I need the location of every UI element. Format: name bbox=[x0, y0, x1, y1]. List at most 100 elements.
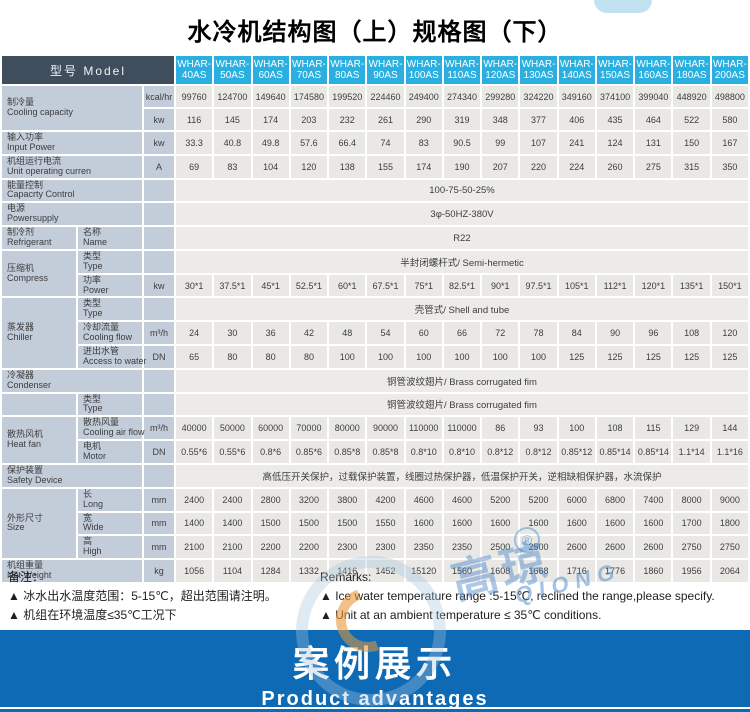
model-header: WHAR- 80AS bbox=[329, 56, 366, 84]
cell-value: 224460 bbox=[367, 86, 404, 107]
remarks-cn-item: ▲ 冰水出水温度范围：5-15℃，超出范围请注明。 bbox=[8, 589, 277, 604]
cell-value: 65 bbox=[176, 346, 213, 368]
cell-value: 399040 bbox=[635, 86, 672, 107]
cell-value: 54 bbox=[367, 322, 404, 345]
cell-value: 7400 bbox=[635, 488, 672, 511]
cell-value: 120*1 bbox=[635, 274, 672, 297]
cell-value: 48 bbox=[329, 322, 366, 345]
table-row: 进出水管 Access to water DN 65 80 80 80 100 100 100 10… bbox=[2, 346, 748, 368]
cell-value: 2350 bbox=[443, 536, 481, 559]
remarks-section: 备注： ▲ 冰水出水温度范围：5-15℃，超出范围请注明。 ▲ 机组在环境温度≤… bbox=[0, 568, 750, 628]
cell-value: 2350 bbox=[405, 536, 442, 559]
banner-underline bbox=[0, 707, 750, 709]
row-category: 冷凝器 Condenser bbox=[2, 369, 142, 392]
table-row: 外形尺寸 Size 长 Long mm 2400 2400 2800 3200 3800 4200 4… bbox=[2, 488, 748, 559]
table-row: 类型 Type 铜管波纹翅片/ Brass corrugated fim bbox=[2, 393, 748, 416]
cell-value: 155 bbox=[367, 155, 404, 178]
cell-value: 82.5*1 bbox=[443, 274, 481, 297]
cell-value: 2600 bbox=[596, 536, 634, 559]
cell-value: 1500 bbox=[290, 512, 328, 535]
cell-value: 241 bbox=[558, 132, 595, 154]
cell-value: 145 bbox=[214, 109, 251, 130]
row-category: 电源 Powersupply bbox=[2, 203, 142, 226]
cell-value: 464 bbox=[635, 109, 672, 130]
row-category: 压缩机 Compress bbox=[2, 250, 76, 297]
cell-value: 50000 bbox=[214, 417, 251, 440]
row-unit: mm bbox=[144, 512, 175, 535]
model-header: WHAR- 40AS bbox=[176, 56, 213, 84]
row-unit bbox=[144, 203, 175, 226]
cell-value: 30*1 bbox=[176, 274, 213, 297]
model-header: WHAR- 110AS bbox=[443, 56, 481, 84]
cell-value: 1500 bbox=[252, 512, 289, 535]
row-unit bbox=[144, 393, 175, 416]
cell-value: 72 bbox=[482, 322, 519, 345]
cell-value: 522 bbox=[673, 109, 710, 130]
cell-value: 67.5*1 bbox=[367, 274, 404, 297]
cell-value: 150*1 bbox=[711, 274, 748, 297]
cell-value: 0.8*12 bbox=[520, 441, 557, 463]
cell-value: 125 bbox=[635, 346, 672, 368]
cell-value: 2200 bbox=[252, 536, 289, 559]
cell-value: 60000 bbox=[252, 417, 289, 440]
cell-value: 174 bbox=[405, 155, 442, 178]
merged-value: R22 bbox=[176, 227, 748, 249]
table-row: 机组运行电流 Unit operating curren A 69 83 104 120 13… bbox=[2, 155, 748, 178]
cell-value: 8000 bbox=[673, 488, 710, 511]
cell-value: 377 bbox=[520, 109, 557, 130]
cell-value: 83 bbox=[405, 132, 442, 154]
row-unit: kw bbox=[144, 132, 175, 154]
cell-value: 107 bbox=[520, 132, 557, 154]
cell-value: 1332 bbox=[290, 560, 328, 582]
cell-value: 99 bbox=[482, 132, 519, 154]
cell-value: 4600 bbox=[443, 488, 481, 511]
remarks-en-item: ▲ Ice water temperature range :5-15℃, re… bbox=[320, 589, 715, 604]
banner-heading: 案例展示 bbox=[292, 643, 457, 684]
row-subcategory: 功率 Power bbox=[78, 274, 142, 297]
cell-value: 90 bbox=[596, 322, 634, 345]
merged-value: 壳管式/ Shell and tube bbox=[176, 298, 748, 321]
cell-value: 120 bbox=[711, 322, 748, 345]
row-unit: m³/h bbox=[144, 322, 175, 345]
table-row: 输入功率 Input Power kw 33.3 40.8 49.8 57.6 66.4 74 8… bbox=[2, 132, 748, 154]
cell-value: 2100 bbox=[176, 536, 213, 559]
cell-value: 435 bbox=[596, 109, 634, 130]
cell-value: 1400 bbox=[176, 512, 213, 535]
cell-value: 110000 bbox=[443, 417, 481, 440]
table-row: 保护装置 Safety Device 高低压开关保护，过载保护装置，线圈过热保护器，… bbox=[2, 464, 748, 487]
cell-value: 1500 bbox=[329, 512, 366, 535]
cell-value: 6800 bbox=[596, 488, 634, 511]
cell-value: 69 bbox=[176, 155, 213, 178]
model-header: WHAR- 90AS bbox=[367, 56, 404, 84]
cell-value: 203 bbox=[290, 109, 328, 130]
cell-value: 80 bbox=[214, 346, 251, 368]
cell-value: 0.85*8 bbox=[329, 441, 366, 463]
remarks-en-item: ▲ Unit at an ambient temperature ≤ 35℃ c… bbox=[320, 608, 602, 623]
cell-value: 129 bbox=[673, 417, 710, 440]
page-title: 水冷机结构图（上）规格图（下） bbox=[187, 19, 563, 46]
cell-value: 2500 bbox=[482, 536, 519, 559]
cell-value: 290 bbox=[405, 109, 442, 130]
cell-value: 1800 bbox=[711, 512, 748, 535]
cell-value: 49.8 bbox=[252, 132, 289, 154]
cell-value: 2500 bbox=[520, 536, 557, 559]
row-unit bbox=[144, 298, 175, 321]
cell-value: 1550 bbox=[367, 512, 404, 535]
model-header: WHAR- 140AS bbox=[558, 56, 595, 84]
row-unit bbox=[144, 250, 175, 273]
row-subcategory: 宽 Wide bbox=[78, 512, 142, 535]
cell-value: 80000 bbox=[329, 417, 366, 440]
cell-value: 4200 bbox=[367, 488, 404, 511]
cell-value: 2100 bbox=[214, 536, 251, 559]
banner-subheading: Product advantages bbox=[261, 688, 489, 710]
cell-value: 1600 bbox=[596, 512, 634, 535]
cell-value: 2300 bbox=[367, 536, 404, 559]
remarks-en-title: Remarks: bbox=[320, 570, 372, 584]
cell-value: 24 bbox=[176, 322, 213, 345]
row-subcategory: 名称 Name bbox=[78, 227, 142, 249]
cell-value: 0.85*14 bbox=[596, 441, 634, 463]
cell-value: 96 bbox=[635, 322, 672, 345]
cell-value: 1452 bbox=[367, 560, 404, 582]
row-category: 制冷剂 Refrigerant bbox=[2, 227, 76, 249]
model-header: WHAR- 200AS bbox=[711, 56, 748, 84]
